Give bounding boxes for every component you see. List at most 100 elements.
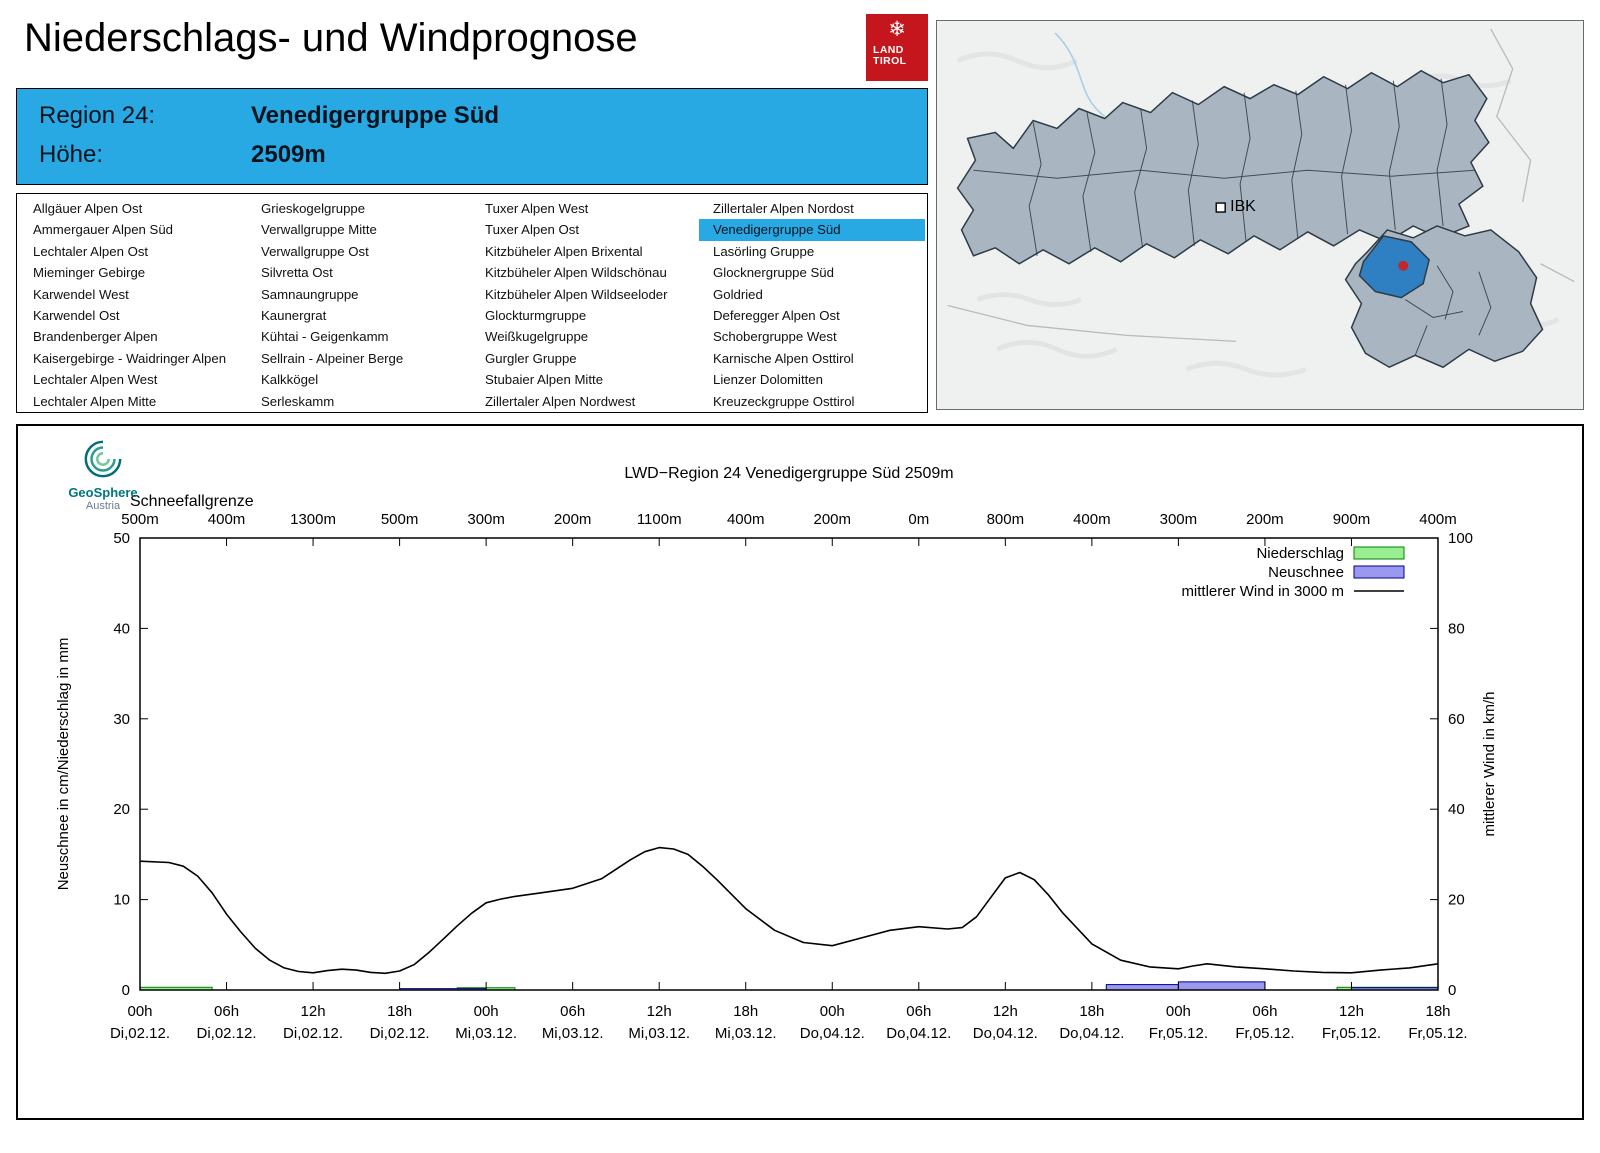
x-tick-day: Di,02.12. (283, 1025, 343, 1042)
region-list-item[interactable]: Glocknergruppe Süd (713, 265, 834, 281)
forecast-chart-svg: LWD−Region 24 Venedigergruppe Süd 2509m S… (55, 465, 1498, 1042)
region-list-item[interactable]: Tuxer Alpen Ost (485, 222, 580, 238)
region-list-item[interactable]: Silvretta Ost (261, 265, 333, 281)
elevation-value: 2509m (251, 141, 326, 168)
region-list-item[interactable]: Sellrain - Alpeiner Berge (261, 350, 404, 366)
region-list-column: Grieskogelgruppe Verwallgruppe Mitte Verwa… (247, 198, 471, 412)
snowline-value: 400m (1419, 511, 1457, 528)
land-tirol-logo-text: LAND TIROL (866, 45, 928, 67)
region-list-item[interactable]: Kalkkögel (261, 372, 319, 388)
plot-border (139, 537, 1439, 991)
region-list-item[interactable]: Karwendel Ost (33, 307, 120, 323)
region-list-item[interactable]: Lechtaler Alpen West (33, 372, 158, 388)
region-list-item[interactable]: Zillertaler Alpen Nordost (713, 201, 854, 216)
region-list-item[interactable]: Ammergauer Alpen Süd (33, 222, 174, 238)
region-list-item[interactable]: Zillertaler Alpen Nordwest (485, 393, 636, 409)
region-list-item[interactable]: Tuxer Alpen West (485, 201, 589, 216)
region-list-item[interactable]: Venedigergruppe Süd (699, 219, 925, 241)
snowline-value: 300m (1160, 511, 1198, 528)
x-tick-day: Fr,05.12. (1408, 1025, 1467, 1042)
snowline-value: 1100m (637, 511, 682, 528)
north-tirol-shape (956, 69, 1490, 265)
legend-swatch (1353, 565, 1405, 579)
region-list-item[interactable]: Serleskamm (261, 393, 335, 409)
region-list-item[interactable]: Kitzbüheler Alpen Wildseeloder (485, 286, 668, 302)
snowline-value: 300m (467, 511, 505, 528)
snowline-value: 500m (121, 511, 159, 528)
snowline-label: Schneefallgrenze (130, 493, 254, 510)
snowline-value: 500m (381, 511, 419, 528)
region-list-item[interactable]: Grieskogelgruppe (261, 201, 366, 216)
x-tick-day: Fr,05.12. (1235, 1025, 1294, 1042)
district-boundaries (973, 78, 1475, 256)
region-list-item[interactable]: Lasörling Gruppe (713, 243, 815, 259)
y-right-tick-label: 20 (1448, 892, 1465, 909)
selected-region-venedigergruppe-sued[interactable] (1358, 235, 1430, 299)
region-list-item[interactable]: Weißkugelgruppe (485, 329, 589, 345)
region-list-item[interactable]: Karwendel West (33, 286, 129, 302)
x-tick-day: Mi,03.12. (628, 1025, 690, 1042)
region-list-item[interactable]: Schobergruppe West (713, 329, 837, 345)
river (1054, 32, 1106, 118)
region-header-box: Region 24: Venedigergruppe Süd Höhe: 250… (16, 88, 928, 185)
x-tick-hour: 12h (301, 1003, 326, 1020)
region-list-item[interactable]: Verwallgruppe Ost (261, 243, 369, 259)
region-list-item[interactable]: Lechtaler Alpen Ost (33, 243, 149, 259)
region-list-item[interactable]: Goldried (713, 286, 763, 302)
region-list-item[interactable]: Kitzbüheler Alpen Wildschönau (485, 265, 667, 281)
x-tick-hour: 18h (387, 1003, 412, 1020)
x-tick-hour: 18h (733, 1003, 758, 1020)
region-list-item[interactable]: Kaunergrat (261, 307, 327, 323)
tirol-map-svg[interactable]: IBK (937, 21, 1583, 409)
elevation-row: Höhe: 2509m (17, 141, 927, 169)
geosphere-logo: GeoSphere Austria (48, 438, 158, 512)
snowline-value: 200m (814, 511, 852, 528)
elevation-label: Höhe: (39, 141, 104, 168)
y-left-tick-label: 30 (113, 711, 130, 728)
region-list-item[interactable]: Samnaungruppe (261, 286, 359, 302)
legend-label: mittlerer Wind in 3000 m (1181, 583, 1344, 600)
region-list-item[interactable]: Deferegger Alpen Ost (713, 307, 840, 323)
region-list-item[interactable]: Brandenberger Alpen (33, 329, 158, 345)
region-list-item[interactable]: Allgäuer Alpen Ost (33, 201, 143, 216)
y-left-axis-label: Neuschnee in cm/Niederschlag in mm (55, 638, 72, 891)
snowline-value: 0m (908, 511, 929, 528)
y-right-tick-label: 0 (1448, 982, 1456, 999)
page-title: Niederschlags- und Windprognose (24, 16, 638, 60)
geosphere-name: GeoSphere (68, 485, 138, 500)
region-list-item[interactable]: Lechtaler Alpen Mitte (33, 393, 157, 409)
x-tick-hour: 00h (474, 1003, 499, 1020)
logo-line-1: LAND (873, 44, 904, 56)
region-value: Venedigergruppe Süd (251, 102, 500, 129)
x-tick-hour: 12h (1339, 1003, 1364, 1020)
legend-label: Niederschlag (1256, 545, 1344, 562)
chart-title: LWD−Region 24 Venedigergruppe Süd 2509m (624, 465, 953, 482)
region-list-item[interactable]: Kühtai - Geigenkamm (261, 329, 389, 345)
tirol-map[interactable]: IBK (936, 20, 1584, 410)
region-list-item[interactable]: Gurgler Gruppe (485, 350, 577, 366)
x-tick-hour: 06h (1252, 1003, 1277, 1020)
y-right-tick-label: 80 (1448, 620, 1465, 637)
region-list-item[interactable]: Karnische Alpen Osttirol (713, 350, 854, 366)
x-tick-day: Fr,05.12. (1322, 1025, 1381, 1042)
snowline-value: 400m (1073, 511, 1111, 528)
region-list-item[interactable]: Glockturmgruppe (485, 307, 587, 323)
region-list-item[interactable]: Lienzer Dolomitten (713, 372, 823, 388)
region-list-item[interactable]: Kreuzeckgruppe Osttirol (713, 393, 855, 409)
x-tick-hour: 06h (214, 1003, 239, 1020)
y-right-tick-label: 60 (1448, 711, 1465, 728)
snowline-value: 900m (1333, 511, 1371, 528)
region-list-item[interactable]: Verwallgruppe Mitte (261, 222, 377, 238)
region-list-item[interactable]: Kitzbüheler Alpen Brixental (485, 243, 643, 259)
region-list-item[interactable]: Stubaier Alpen Mitte (485, 372, 604, 388)
snowline-value: 400m (727, 511, 765, 528)
x-tick-hour: 00h (820, 1003, 845, 1020)
region-list-item[interactable]: Kaisergebirge - Waidringer Alpen (33, 350, 227, 366)
x-tick-day: Mi,03.12. (715, 1025, 777, 1042)
x-tick-day: Do,04.12. (800, 1025, 865, 1042)
snowline-value: 200m (1246, 511, 1284, 528)
x-tick-hour: 00h (127, 1003, 152, 1020)
region-list-item[interactable]: Mieminger Gebirge (33, 265, 146, 281)
bar-neuschnee (1177, 981, 1266, 991)
x-tick-day: Di,02.12. (197, 1025, 257, 1042)
